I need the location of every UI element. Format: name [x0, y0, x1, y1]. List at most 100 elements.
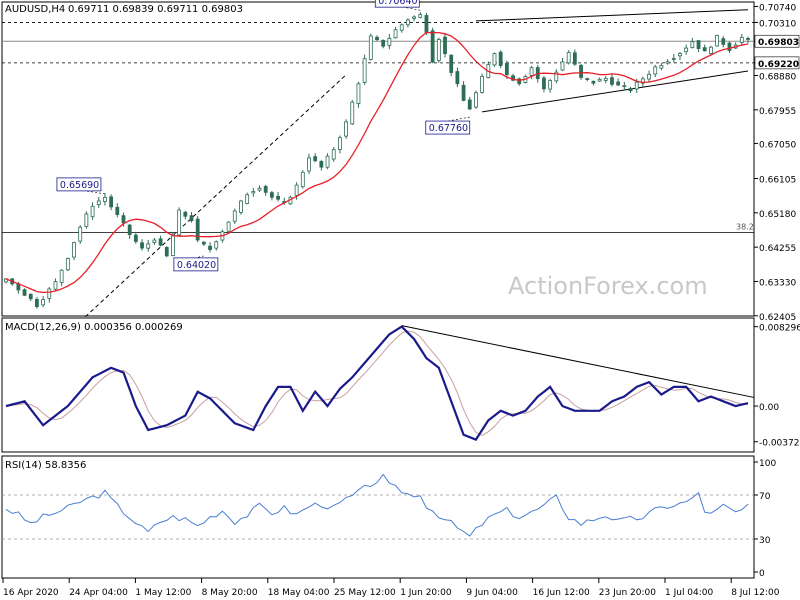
- moving-average-line: [5, 31, 749, 294]
- candle-body: [511, 75, 515, 81]
- candle-body: [746, 38, 750, 40]
- time-tick-label: 1 Jun 20:00: [400, 588, 452, 598]
- candle-body: [566, 52, 571, 64]
- price-panel-title: AUDUSD,H4: [5, 4, 65, 15]
- candle-body: [177, 209, 182, 236]
- macd-tick-label: 0.00: [759, 403, 779, 413]
- price-tick-label: 0.70740: [759, 3, 796, 13]
- candle-body: [455, 71, 460, 85]
- candle-body: [696, 40, 701, 49]
- candle-body: [579, 64, 583, 78]
- candle-body: [344, 121, 348, 137]
- candle-body: [399, 24, 404, 31]
- candle-body: [375, 36, 379, 41]
- price-tick-label: 0.68880: [759, 72, 796, 82]
- candle-body: [307, 157, 311, 172]
- candle-body: [616, 81, 621, 86]
- candle-body: [474, 92, 478, 108]
- candle-body: [84, 213, 89, 227]
- candle-body: [158, 238, 163, 246]
- candle-body: [548, 80, 553, 90]
- candle-body: [634, 81, 639, 90]
- time-tick-label: 24 Apr 04:00: [69, 588, 128, 598]
- candle-body: [294, 184, 299, 196]
- annotation-leader: [195, 255, 204, 259]
- macd-tick-label: -0.003725: [759, 439, 800, 449]
- candle-body: [251, 191, 256, 194]
- fib-level-label: 38.2: [736, 222, 754, 231]
- candle-body: [684, 47, 689, 53]
- rsi-tick-label: 70: [759, 492, 771, 502]
- price-tick-label: 0.62405: [759, 313, 796, 323]
- candle-body: [90, 205, 95, 218]
- rsi-panel-frame: [1, 455, 755, 579]
- candle-body: [393, 29, 398, 39]
- price-panel-frame: [1, 1, 755, 317]
- candle-body: [362, 58, 367, 83]
- candle-body: [195, 218, 200, 241]
- candle-body: [671, 57, 676, 60]
- candle-body: [189, 215, 194, 222]
- candle-body: [542, 77, 546, 90]
- candle-body: [449, 54, 454, 73]
- candle-body: [103, 197, 107, 202]
- candle-body: [467, 99, 472, 110]
- candle-body: [498, 51, 503, 66]
- macd-line: [5, 325, 749, 441]
- candle-body: [78, 226, 83, 242]
- candle-body: [109, 196, 114, 208]
- candle-body: [35, 299, 39, 308]
- channel-line-dashed: [79, 74, 347, 322]
- price-annotation-box: [425, 120, 471, 135]
- candle-body: [430, 30, 435, 63]
- candle-body: [245, 194, 250, 204]
- price-tag-label: 0.69803: [758, 38, 799, 48]
- price-annotation-label: 0.70640: [378, 0, 417, 7]
- time-tick-label: 9 Jun 04:00: [466, 588, 518, 598]
- candle-body: [140, 242, 144, 249]
- candle-body: [41, 299, 45, 306]
- time-tick-label: 16 Apr 2020: [3, 588, 59, 598]
- candle-body: [480, 76, 485, 93]
- candle-body: [715, 35, 719, 47]
- time-tick-label: 8 Jul 12:00: [731, 588, 780, 598]
- candle-body: [585, 78, 590, 80]
- candle-body: [337, 137, 342, 150]
- price-annotation-box: [374, 0, 420, 8]
- candle-body: [554, 71, 559, 82]
- candle-body: [208, 245, 212, 250]
- watermark: ActionForex.com: [508, 272, 708, 300]
- candle-body: [665, 61, 670, 64]
- price-tick-label: 0.67050: [759, 140, 796, 150]
- price-tick-label: 0.67955: [759, 107, 796, 117]
- candle-body: [647, 73, 651, 80]
- candle-body: [461, 84, 466, 101]
- time-tick-label: 18 May 04:00: [268, 588, 330, 598]
- price-annotation-label: 0.67760: [429, 123, 468, 134]
- candle-body: [239, 200, 243, 213]
- rsi-tick-label: 0: [759, 569, 765, 579]
- candle-body: [96, 200, 101, 206]
- price-tick-label: 0.63330: [759, 278, 796, 288]
- candle-body: [47, 288, 52, 299]
- candle-body: [257, 187, 262, 191]
- price-tag-box: [754, 34, 800, 48]
- price-annotation-label: 0.65690: [60, 180, 99, 191]
- candle-body: [368, 35, 373, 60]
- price-annotation-box: [173, 257, 219, 272]
- candle-body: [653, 66, 658, 75]
- candle-body: [65, 258, 70, 271]
- ohlc-readout: 0.69711 0.69839 0.69711 0.69803: [68, 4, 243, 15]
- candle-body: [356, 83, 361, 104]
- time-axis: 16 Apr 2020 24 Apr 04:00 1 May 12:00 8 May …: [2, 578, 780, 598]
- candle-body: [436, 39, 441, 61]
- candle-body: [412, 16, 417, 19]
- candle-body: [727, 42, 732, 51]
- candle-body: [387, 37, 392, 46]
- candle-body: [331, 149, 336, 160]
- candle-body: [572, 52, 577, 65]
- candle-body: [678, 53, 682, 57]
- candle-body: [406, 19, 410, 26]
- candle-body: [300, 171, 305, 188]
